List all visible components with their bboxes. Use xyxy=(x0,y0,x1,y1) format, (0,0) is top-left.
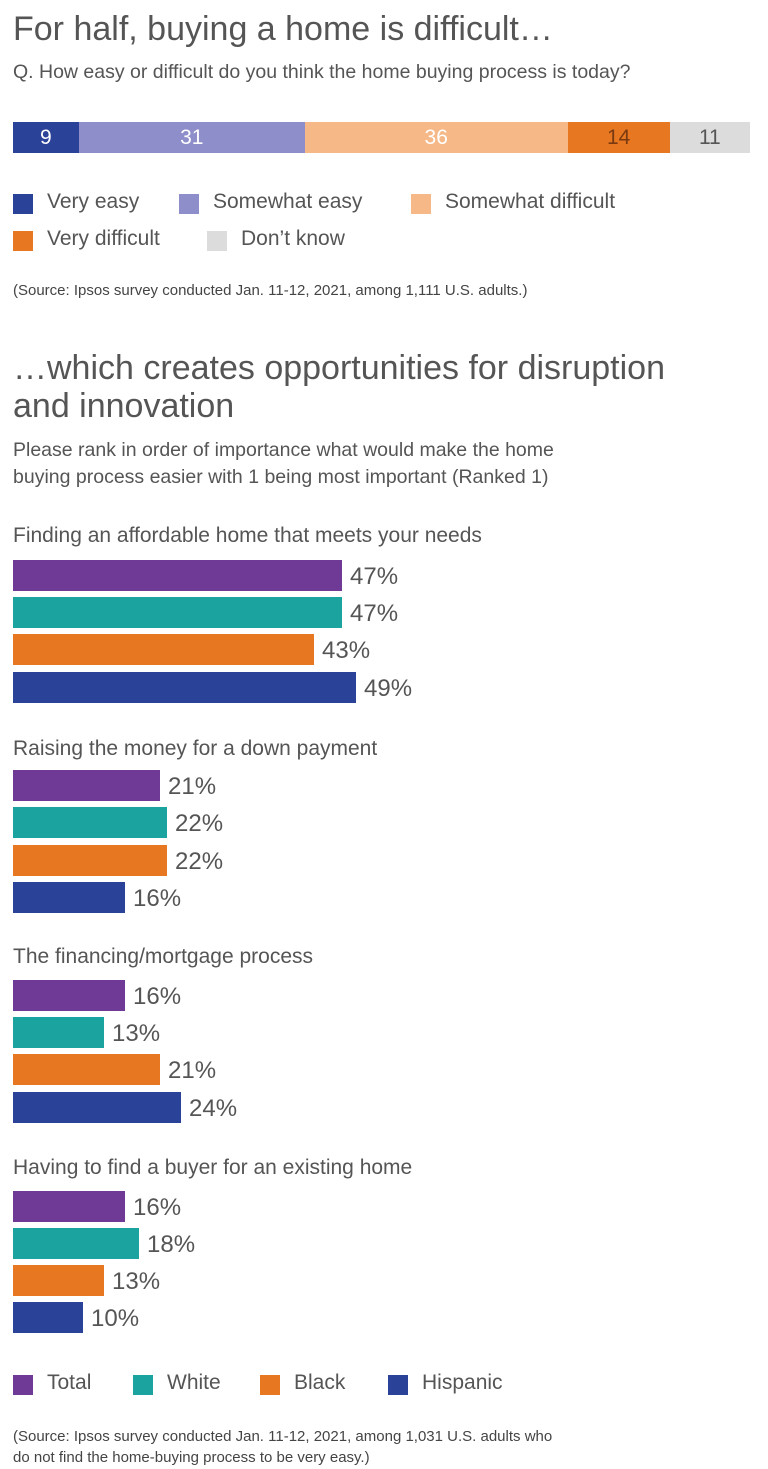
question-1: Q. How easy or difficult do you think th… xyxy=(13,61,631,83)
category-label: Raising the money for a down payment xyxy=(13,737,378,760)
stacked-segment-somewhat-difficult: 36 xyxy=(304,122,568,153)
source-note-2-line1: (Source: Ipsos survey conducted Jan. 11-… xyxy=(13,1428,553,1445)
legend-swatch xyxy=(388,1375,408,1395)
bar-total xyxy=(13,560,342,591)
chart-title-1: For half, buying a home is difficult… xyxy=(13,10,553,48)
segment-label: 14 xyxy=(606,125,631,149)
bar-total xyxy=(13,980,125,1011)
legend-swatch xyxy=(260,1375,280,1395)
bar-value-label: 13% xyxy=(112,1268,160,1295)
bar-white xyxy=(13,597,342,628)
stacked-segment-don-t-know: 11 xyxy=(669,122,750,153)
bar-value-label: 18% xyxy=(147,1231,195,1258)
category-label: Having to find a buyer for an existing h… xyxy=(13,1156,413,1179)
legend-swatch xyxy=(133,1375,153,1395)
question-2-line2: buying process easier with 1 being most … xyxy=(13,466,549,488)
legend-label: Very difficult xyxy=(47,227,160,250)
stacked-segment-somewhat-easy: 31 xyxy=(78,122,305,153)
legend-label: Somewhat easy xyxy=(213,190,363,213)
bar-total xyxy=(13,770,160,801)
bar-value-label: 47% xyxy=(350,563,398,590)
legend-label: Somewhat difficult xyxy=(445,190,616,213)
stacked-segment-very-difficult: 14 xyxy=(567,122,670,153)
category-label: Finding an affordable home that meets yo… xyxy=(13,524,482,547)
stacked-bar: 9 31 36 14 11 xyxy=(13,122,750,153)
question-2-line1: Please rank in order of importance what … xyxy=(13,439,554,461)
bar-white xyxy=(13,1017,104,1048)
bar-black xyxy=(13,1265,104,1296)
legend-swatch xyxy=(179,194,199,214)
bar-hispanic xyxy=(13,1092,181,1123)
legend-label: Black xyxy=(294,1371,346,1394)
chart-title-2-line2: and innovation xyxy=(13,387,235,425)
legend-swatch xyxy=(207,231,227,251)
legend-swatch xyxy=(411,194,431,214)
segment-label: 31 xyxy=(180,125,204,149)
legend-label: Hispanic xyxy=(422,1371,503,1394)
bar-value-label: 22% xyxy=(175,810,223,837)
bar-black xyxy=(13,634,314,665)
legend-label: Total xyxy=(47,1371,92,1394)
source-note-2-line2: do not find the home-buying process to b… xyxy=(13,1449,370,1466)
bar-value-label: 24% xyxy=(189,1095,237,1122)
bar-white xyxy=(13,1228,139,1259)
legend-swatch xyxy=(13,194,33,214)
legend-label: White xyxy=(167,1371,221,1394)
source-note-1: (Source: Ipsos survey conducted Jan. 11-… xyxy=(13,282,528,299)
legend-label: Very easy xyxy=(47,190,140,213)
chart-title-2-line1: …which creates opportunities for disrupt… xyxy=(13,349,665,387)
bar-value-label: 16% xyxy=(133,885,181,912)
bar-value-label: 16% xyxy=(133,983,181,1010)
bar-hispanic xyxy=(13,672,356,703)
bar-hispanic xyxy=(13,882,125,913)
bar-value-label: 13% xyxy=(112,1020,160,1047)
legend-swatch xyxy=(13,231,33,251)
bar-black xyxy=(13,845,167,876)
bar-total xyxy=(13,1191,125,1222)
segment-label: 9 xyxy=(39,125,52,149)
bar-black xyxy=(13,1054,160,1085)
legend-label: Don’t know xyxy=(241,227,345,250)
bar-value-label: 21% xyxy=(168,1057,216,1084)
bar-value-label: 49% xyxy=(364,675,412,702)
bar-hispanic xyxy=(13,1302,83,1333)
bar-value-label: 22% xyxy=(175,848,223,875)
stacked-segment-very-easy: 9 xyxy=(13,122,79,153)
bar-value-label: 47% xyxy=(350,600,398,627)
bar-value-label: 16% xyxy=(133,1194,181,1221)
bar-value-label: 43% xyxy=(322,637,370,664)
bar-value-label: 21% xyxy=(168,773,216,800)
segment-label: 11 xyxy=(698,125,721,149)
legend-swatch xyxy=(13,1375,33,1395)
bar-white xyxy=(13,807,167,838)
category-label: The financing/mortgage process xyxy=(13,945,313,968)
segment-label: 36 xyxy=(424,125,448,149)
bar-value-label: 10% xyxy=(91,1305,139,1332)
